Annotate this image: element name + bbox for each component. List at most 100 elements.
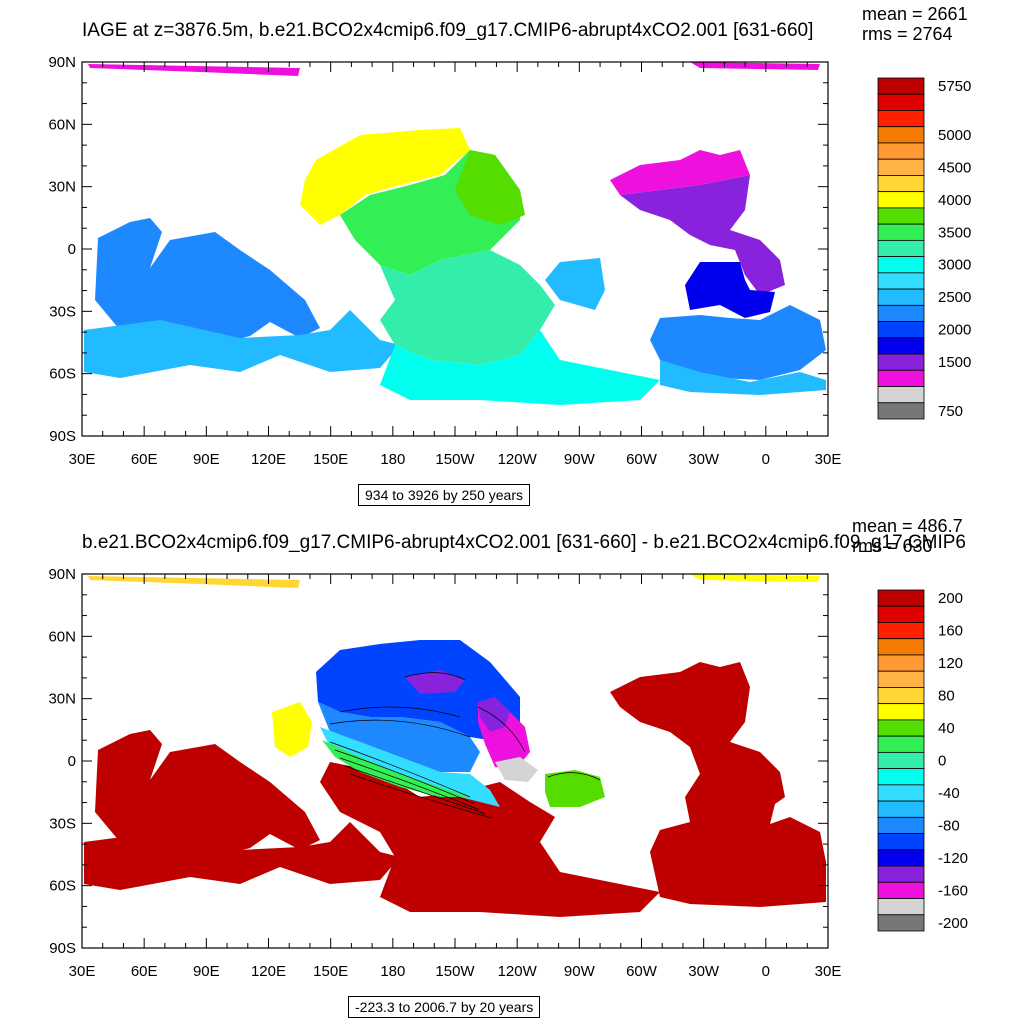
atlantic-diff: [610, 662, 826, 907]
bottom-colorbar-box: [877, 881, 925, 899]
bottom-lat-label: 90S: [49, 940, 76, 957]
bottom-colorbar-box: [877, 670, 925, 688]
top-lon-label: 150E: [313, 451, 348, 468]
top-colorbar-box: [877, 353, 925, 371]
top-lon-label: 180: [380, 451, 405, 468]
top-title: IAGE at z=3876.5m, b.e21.BCO2x4cmip6.f09…: [82, 20, 814, 41]
top-lon-label: 150W: [435, 451, 475, 468]
bottom-colorbar-box: [877, 816, 925, 834]
bottom-colorbar-box: [877, 898, 925, 916]
top-mean: mean = 2661: [862, 4, 968, 24]
top-map-fields: [84, 62, 826, 405]
bottom-colorbar-label: -160: [938, 882, 968, 899]
top-lon-label: 120W: [498, 451, 538, 468]
bottom-lon-label: 150W: [435, 963, 475, 980]
bottom-colorbar-box: [877, 654, 925, 672]
bottom-colorbar-label: 160: [938, 623, 963, 640]
arctic-strip-west-b: [88, 576, 300, 588]
top-lon-label: 30E: [815, 451, 842, 468]
bottom-colorbar-box: [877, 768, 925, 786]
pacific-cyan-band: [320, 727, 500, 807]
southern-atlantic-band: [650, 305, 826, 380]
top-rms: rms = 2764: [862, 24, 953, 44]
top-colorbar-box: [877, 272, 925, 290]
north-pacific-yellow: [300, 128, 470, 225]
bottom-colorbar-label: 120: [938, 655, 963, 672]
southern-atlantic-cyan: [660, 360, 826, 395]
south-atlantic-medium: [545, 258, 605, 310]
bottom-lat-label: 30N: [48, 691, 76, 708]
bottom-lon-label: 120W: [498, 963, 538, 980]
south-atlantic-green: [545, 770, 605, 807]
bottom-colorbar-box: [877, 719, 925, 737]
bottom-colorbar-label: 40: [938, 720, 955, 737]
bottom-colorbar-label: 0: [938, 753, 946, 770]
top-colorbar-box: [877, 369, 925, 387]
bottom-map-svg: 30E 60E 90E 120E 150E 180 150W 120W 90W 60W 30W 0 30…: [48, 566, 968, 980]
bottom-contour-lines: [329, 672, 601, 819]
bottom-lon-label: 60W: [626, 963, 658, 980]
bottom-lat-label: 30S: [49, 815, 76, 832]
top-colorbar-box: [877, 223, 925, 241]
top-map-svg: 30E 60E 90E 120E 150E 180 150W 120W 90W 60W 30W 0 30…: [48, 54, 971, 468]
bottom-colorbar-box: [877, 735, 925, 753]
arctic-strip-west: [88, 64, 300, 76]
bottom-colorbar-box: [877, 849, 925, 867]
bottom-lon-label: 90W: [564, 963, 596, 980]
top-colorbar-box: [877, 77, 925, 95]
bottom-colorbar-box: [877, 865, 925, 883]
southern-ocean-diff: [84, 822, 400, 890]
bottom-colorbar-box: [877, 800, 925, 818]
bottom-axis-ticks: 30E 60E 90E 120E 150E 180 150W 120W 90W 60W 30W 0 30…: [48, 566, 841, 980]
bottom-colorbar-label: -120: [938, 850, 968, 867]
top-axis-ticks: 30E 60E 90E 120E 150E 180 150W 120W 90W 60W 30W 0 30…: [48, 54, 841, 468]
top-colorbar-label: 2000: [938, 322, 971, 339]
top-colorbar-box: [877, 142, 925, 160]
bottom-colorbar-box: [877, 687, 925, 705]
bottom-contour-info: -223.3 to 2006.7 by 20 years: [348, 996, 541, 1018]
bottom-lon-label: 90E: [193, 963, 220, 980]
bottom-colorbar-box: [877, 833, 925, 851]
top-colorbar-label: 4500: [938, 159, 971, 176]
top-colorbar-label: 3000: [938, 257, 971, 274]
bottom-colorbar-box: [877, 751, 925, 770]
top-colorbar-box: [877, 304, 925, 322]
bottom-lon-label: 30E: [69, 963, 96, 980]
bottom-lon-label: 60E: [131, 963, 158, 980]
bottom-lat-label: 60S: [49, 878, 76, 895]
bottom-colorbar-label: -80: [938, 817, 960, 834]
top-colorbar-box: [877, 402, 925, 420]
top-lon-label: 60E: [131, 451, 158, 468]
top-colorbar-box: [877, 158, 925, 176]
top-colorbar: 5750 5000 4500 4000 3500 3000 2500 2000 1500 750: [877, 77, 971, 420]
bottom-lat-label: 0: [68, 753, 76, 770]
pacific-yellow-patch: [272, 702, 312, 757]
bottom-colorbar: 200 160 120 80 40 0 -40 -80 -120 -160 -200: [877, 589, 968, 932]
top-colorbar-box: [877, 239, 925, 258]
bottom-mean: mean = 486.7: [852, 516, 963, 536]
bottom-colorbar-box: [877, 589, 925, 607]
top-lon-label: 90E: [193, 451, 220, 468]
south-pacific-cyan: [380, 330, 660, 405]
arctic-strip-east: [690, 62, 820, 70]
pacific-medium-blue: [318, 702, 480, 772]
top-colorbar-label: 3500: [938, 224, 971, 241]
bottom-lon-label: 30W: [688, 963, 720, 980]
top-colorbar-box: [877, 288, 925, 306]
top-lon-label: 60W: [626, 451, 658, 468]
atlantic-purple: [620, 175, 785, 295]
pacific-gray-patch: [495, 757, 538, 782]
bottom-lat-label: 60N: [48, 628, 76, 645]
bottom-lon-label: 30E: [815, 963, 842, 980]
top-colorbar-box: [877, 191, 925, 209]
bottom-colorbar-label: -40: [938, 785, 960, 802]
top-colorbar-label: 750: [938, 403, 963, 420]
top-colorbar-box: [877, 386, 925, 404]
south-atlantic-blue: [685, 262, 775, 318]
top-lat-label: 60N: [48, 116, 76, 133]
bottom-colorbar-box: [877, 622, 925, 640]
southern-ocean-band: [84, 310, 400, 378]
south-pacific-diff: [320, 762, 660, 917]
top-lon-label: 30E: [69, 451, 96, 468]
bottom-lon-label: 0: [762, 963, 770, 980]
